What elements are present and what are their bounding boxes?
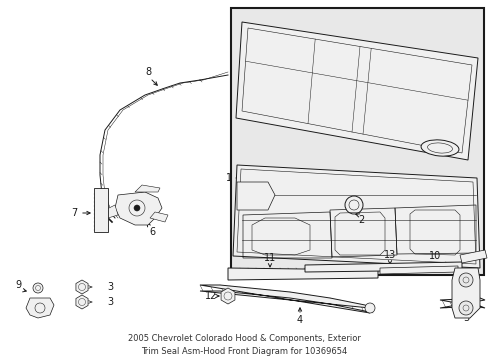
- Polygon shape: [135, 185, 160, 192]
- Text: 5: 5: [462, 313, 468, 323]
- Bar: [230, 8, 483, 275]
- Text: 6: 6: [149, 227, 155, 237]
- Circle shape: [134, 205, 140, 211]
- Polygon shape: [115, 192, 162, 225]
- Text: 8: 8: [144, 67, 151, 77]
- Polygon shape: [237, 182, 274, 210]
- Polygon shape: [76, 295, 88, 309]
- Polygon shape: [379, 266, 457, 274]
- Circle shape: [458, 273, 472, 287]
- Circle shape: [33, 283, 43, 293]
- Polygon shape: [105, 205, 118, 218]
- Polygon shape: [305, 262, 461, 272]
- Circle shape: [364, 303, 374, 313]
- Polygon shape: [439, 298, 484, 308]
- Polygon shape: [232, 165, 479, 268]
- Text: 2: 2: [357, 215, 364, 225]
- Polygon shape: [200, 285, 369, 313]
- Text: 12: 12: [204, 291, 217, 301]
- Text: 7: 7: [71, 208, 77, 218]
- Text: 3: 3: [107, 282, 113, 292]
- Polygon shape: [221, 288, 234, 304]
- Text: 1: 1: [225, 173, 232, 183]
- Bar: [94, 188, 108, 232]
- Text: 13: 13: [383, 250, 395, 260]
- Text: 4: 4: [296, 315, 303, 325]
- Text: 11: 11: [264, 253, 276, 263]
- Polygon shape: [227, 268, 377, 280]
- Polygon shape: [76, 280, 88, 294]
- Text: 9: 9: [15, 280, 21, 290]
- Ellipse shape: [420, 140, 458, 156]
- Polygon shape: [459, 250, 486, 263]
- Text: 3: 3: [107, 297, 113, 307]
- Polygon shape: [236, 22, 477, 160]
- Polygon shape: [26, 298, 54, 318]
- Circle shape: [345, 196, 362, 214]
- Circle shape: [458, 301, 472, 315]
- Polygon shape: [150, 212, 168, 222]
- Text: 2005 Chevrolet Colorado Hood & Components, Exterior
Trim Seal Asm-Hood Front Dia: 2005 Chevrolet Colorado Hood & Component…: [127, 334, 360, 356]
- Polygon shape: [451, 268, 479, 318]
- Text: 10: 10: [428, 251, 440, 261]
